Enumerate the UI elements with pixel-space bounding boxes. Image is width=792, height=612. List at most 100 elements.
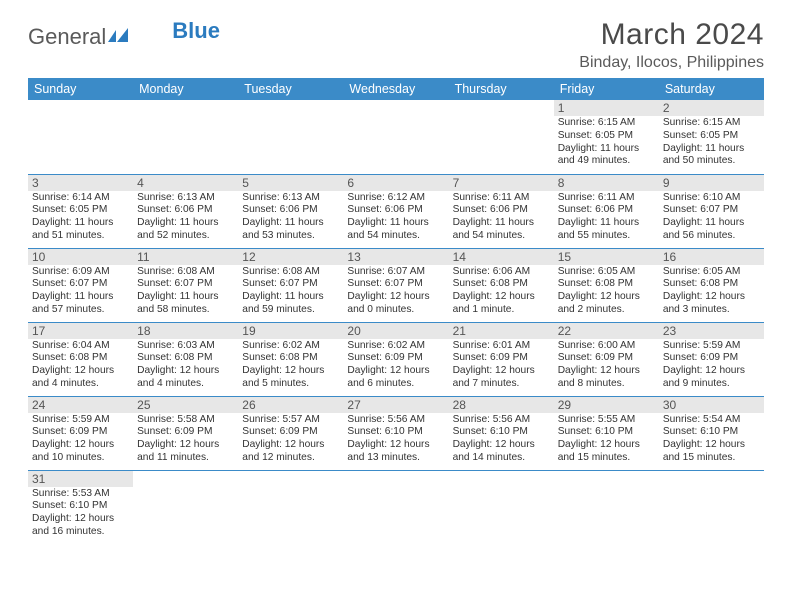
daylight-text: and 51 minutes. <box>32 230 129 243</box>
day-number: 12 <box>238 249 343 265</box>
day-number: 16 <box>659 249 764 265</box>
daylight-text: Daylight: 12 hours <box>242 365 339 378</box>
sunset-text: Sunset: 6:05 PM <box>558 130 655 143</box>
brand-logo: General Blue <box>28 18 220 50</box>
sunrise-text: Sunrise: 6:05 AM <box>558 266 655 279</box>
day-header: Wednesday <box>343 78 448 100</box>
sunrise-text: Sunrise: 6:15 AM <box>663 117 760 130</box>
calendar-cell <box>554 470 659 544</box>
sunset-text: Sunset: 6:06 PM <box>453 204 550 217</box>
calendar-cell: 8Sunrise: 6:11 AMSunset: 6:06 PMDaylight… <box>554 174 659 248</box>
calendar-row: 3Sunrise: 6:14 AMSunset: 6:05 PMDaylight… <box>28 174 764 248</box>
daylight-text: Daylight: 12 hours <box>453 439 550 452</box>
sunrise-text: Sunrise: 5:59 AM <box>663 340 760 353</box>
daylight-text: and 16 minutes. <box>32 526 129 539</box>
calendar-table: Sunday Monday Tuesday Wednesday Thursday… <box>28 78 764 544</box>
daylight-text: and 10 minutes. <box>32 452 129 465</box>
calendar-cell: 30Sunrise: 5:54 AMSunset: 6:10 PMDayligh… <box>659 396 764 470</box>
sunrise-text: Sunrise: 6:14 AM <box>32 192 129 205</box>
sunset-text: Sunset: 6:09 PM <box>32 426 129 439</box>
daylight-text: and 53 minutes. <box>242 230 339 243</box>
daylight-text: Daylight: 11 hours <box>137 291 234 304</box>
daylight-text: Daylight: 12 hours <box>558 291 655 304</box>
daylight-text: Daylight: 11 hours <box>32 217 129 230</box>
daylight-text: Daylight: 11 hours <box>32 291 129 304</box>
day-header: Saturday <box>659 78 764 100</box>
day-number: 26 <box>238 397 343 413</box>
day-number: 14 <box>449 249 554 265</box>
sunset-text: Sunset: 6:10 PM <box>663 426 760 439</box>
calendar-cell <box>449 100 554 174</box>
header: General Blue March 2024 Binday, Ilocos, … <box>28 18 764 72</box>
calendar-cell: 15Sunrise: 6:05 AMSunset: 6:08 PMDayligh… <box>554 248 659 322</box>
daylight-text: and 5 minutes. <box>242 378 339 391</box>
daylight-text: Daylight: 12 hours <box>558 365 655 378</box>
sunset-text: Sunset: 6:09 PM <box>558 352 655 365</box>
calendar-row: 10Sunrise: 6:09 AMSunset: 6:07 PMDayligh… <box>28 248 764 322</box>
daylight-text: and 0 minutes. <box>347 304 444 317</box>
sunrise-text: Sunrise: 6:04 AM <box>32 340 129 353</box>
sunrise-text: Sunrise: 6:12 AM <box>347 192 444 205</box>
sunset-text: Sunset: 6:10 PM <box>558 426 655 439</box>
daylight-text: Daylight: 11 hours <box>663 143 760 156</box>
daylight-text: and 56 minutes. <box>663 230 760 243</box>
calendar-cell: 4Sunrise: 6:13 AMSunset: 6:06 PMDaylight… <box>133 174 238 248</box>
sunrise-text: Sunrise: 6:11 AM <box>453 192 550 205</box>
calendar-cell: 3Sunrise: 6:14 AMSunset: 6:05 PMDaylight… <box>28 174 133 248</box>
day-number: 8 <box>554 175 659 191</box>
daylight-text: Daylight: 11 hours <box>242 291 339 304</box>
daylight-text: and 1 minute. <box>453 304 550 317</box>
sunset-text: Sunset: 6:05 PM <box>663 130 760 143</box>
daylight-text: and 14 minutes. <box>453 452 550 465</box>
sunrise-text: Sunrise: 6:02 AM <box>242 340 339 353</box>
sunrise-text: Sunrise: 6:08 AM <box>137 266 234 279</box>
day-number: 7 <box>449 175 554 191</box>
sunrise-text: Sunrise: 6:15 AM <box>558 117 655 130</box>
sunrise-text: Sunrise: 5:58 AM <box>137 414 234 427</box>
calendar-cell: 7Sunrise: 6:11 AMSunset: 6:06 PMDaylight… <box>449 174 554 248</box>
day-number: 20 <box>343 323 448 339</box>
calendar-cell: 27Sunrise: 5:56 AMSunset: 6:10 PMDayligh… <box>343 396 448 470</box>
daylight-text: Daylight: 11 hours <box>347 217 444 230</box>
calendar-cell: 12Sunrise: 6:08 AMSunset: 6:07 PMDayligh… <box>238 248 343 322</box>
logo-mark-icon <box>108 22 130 48</box>
day-number: 10 <box>28 249 133 265</box>
daylight-text: and 9 minutes. <box>663 378 760 391</box>
calendar-row: 24Sunrise: 5:59 AMSunset: 6:09 PMDayligh… <box>28 396 764 470</box>
daylight-text: and 59 minutes. <box>242 304 339 317</box>
calendar-cell <box>449 470 554 544</box>
calendar-cell <box>659 470 764 544</box>
day-number: 6 <box>343 175 448 191</box>
brand-part2: Blue <box>172 18 220 44</box>
daylight-text: Daylight: 12 hours <box>453 291 550 304</box>
day-number: 2 <box>659 100 764 116</box>
sunrise-text: Sunrise: 6:05 AM <box>663 266 760 279</box>
sunset-text: Sunset: 6:07 PM <box>32 278 129 291</box>
daylight-text: Daylight: 12 hours <box>242 439 339 452</box>
title-block: March 2024 Binday, Ilocos, Philippines <box>579 18 764 72</box>
sunset-text: Sunset: 6:07 PM <box>242 278 339 291</box>
day-number: 21 <box>449 323 554 339</box>
month-title: March 2024 <box>579 18 764 52</box>
calendar-cell: 26Sunrise: 5:57 AMSunset: 6:09 PMDayligh… <box>238 396 343 470</box>
calendar-cell: 2Sunrise: 6:15 AMSunset: 6:05 PMDaylight… <box>659 100 764 174</box>
day-number: 23 <box>659 323 764 339</box>
calendar-cell: 17Sunrise: 6:04 AMSunset: 6:08 PMDayligh… <box>28 322 133 396</box>
sunset-text: Sunset: 6:08 PM <box>558 278 655 291</box>
sunset-text: Sunset: 6:05 PM <box>32 204 129 217</box>
day-number: 3 <box>28 175 133 191</box>
daylight-text: Daylight: 12 hours <box>137 439 234 452</box>
daylight-text: and 55 minutes. <box>558 230 655 243</box>
day-header-row: Sunday Monday Tuesday Wednesday Thursday… <box>28 78 764 100</box>
calendar-row: 17Sunrise: 6:04 AMSunset: 6:08 PMDayligh… <box>28 322 764 396</box>
daylight-text: Daylight: 11 hours <box>137 217 234 230</box>
brand-part1: General <box>28 24 106 50</box>
daylight-text: and 4 minutes. <box>137 378 234 391</box>
daylight-text: and 8 minutes. <box>558 378 655 391</box>
sunset-text: Sunset: 6:09 PM <box>242 426 339 439</box>
calendar-cell: 22Sunrise: 6:00 AMSunset: 6:09 PMDayligh… <box>554 322 659 396</box>
sunset-text: Sunset: 6:06 PM <box>137 204 234 217</box>
day-number: 15 <box>554 249 659 265</box>
sunrise-text: Sunrise: 6:13 AM <box>242 192 339 205</box>
day-number: 30 <box>659 397 764 413</box>
